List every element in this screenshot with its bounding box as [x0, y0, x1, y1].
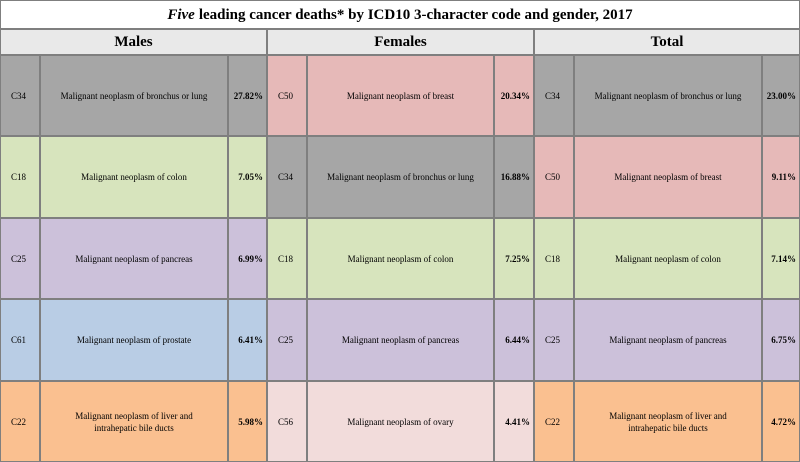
females-code-cell: C50: [267, 55, 307, 136]
males-header: Males: [0, 29, 267, 55]
females-cause-name-cell: Malignant neoplasm of breast: [307, 55, 494, 136]
total-cause-name-cell: Malignant neoplasm of liver and intrahep…: [574, 381, 762, 462]
females-cause-name-cell: Malignant neoplasm of colon: [307, 218, 494, 299]
males-cause-name-cell: Malignant neoplasm of colon: [40, 136, 228, 218]
males-percent-cell: 6.41%: [228, 299, 267, 381]
males-cause-name-cell: Malignant neoplasm of bronchus or lung: [40, 55, 228, 136]
males-percent-cell: 27.82%: [228, 55, 267, 136]
table-title: Five leading cancer deaths* by ICD10 3-c…: [0, 0, 800, 29]
total-header: Total: [534, 29, 800, 55]
females-percent-cell: 4.41%: [494, 381, 534, 462]
males-code-cell: C18: [0, 136, 40, 218]
total-code-cell: C25: [534, 299, 574, 381]
total-code-cell: C18: [534, 218, 574, 299]
total-percent-cell: 7.14%: [762, 218, 800, 299]
total-percent-cell: 6.75%: [762, 299, 800, 381]
females-percent-cell: 16.88%: [494, 136, 534, 218]
males-cause-name-cell: Malignant neoplasm of pancreas: [40, 218, 228, 299]
total-code-cell: C34: [534, 55, 574, 136]
total-percent-cell: 23.00%: [762, 55, 800, 136]
total-percent-cell: 9.11%: [762, 136, 800, 218]
males-code-cell: C61: [0, 299, 40, 381]
females-percent-cell: 7.25%: [494, 218, 534, 299]
females-code-cell: C56: [267, 381, 307, 462]
females-cause-name-cell: Malignant neoplasm of bronchus or lung: [307, 136, 494, 218]
title-rest: leading cancer deaths* by ICD10 3-charac…: [198, 6, 633, 23]
females-header: Females: [267, 29, 534, 55]
females-code-cell: C34: [267, 136, 307, 218]
females-code-cell: C18: [267, 218, 307, 299]
total-code-cell: C22: [534, 381, 574, 462]
females-cause-name-cell: Malignant neoplasm of pancreas: [307, 299, 494, 381]
males-percent-cell: 5.98%: [228, 381, 267, 462]
males-code-cell: C34: [0, 55, 40, 136]
females-cause-name-cell: Malignant neoplasm of ovary: [307, 381, 494, 462]
total-code-cell: C50: [534, 136, 574, 218]
total-cause-name-cell: Malignant neoplasm of breast: [574, 136, 762, 218]
total-cause-name-cell: Malignant neoplasm of colon: [574, 218, 762, 299]
males-code-cell: C25: [0, 218, 40, 299]
females-percent-cell: 20.34%: [494, 55, 534, 136]
males-percent-cell: 6.99%: [228, 218, 267, 299]
females-code-cell: C25: [267, 299, 307, 381]
males-code-cell: C22: [0, 381, 40, 462]
total-percent-cell: 4.72%: [762, 381, 800, 462]
title-lead: Five: [167, 6, 195, 23]
males-cause-name-cell: Malignant neoplasm of prostate: [40, 299, 228, 381]
females-percent-cell: 6.44%: [494, 299, 534, 381]
total-cause-name-cell: Malignant neoplasm of pancreas: [574, 299, 762, 381]
males-cause-name-cell: Malignant neoplasm of liver and intrahep…: [40, 381, 228, 462]
total-cause-name-cell: Malignant neoplasm of bronchus or lung: [574, 55, 762, 136]
males-percent-cell: 7.05%: [228, 136, 267, 218]
